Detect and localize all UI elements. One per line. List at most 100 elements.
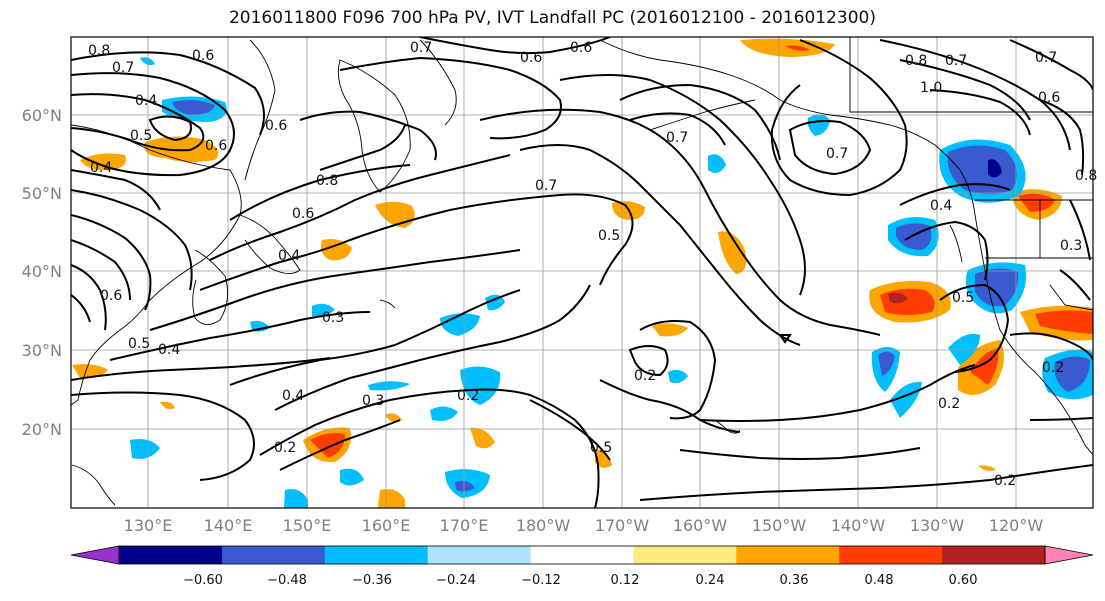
anomaly-patch bbox=[130, 439, 160, 459]
colorbar-tick-label: 0.24 bbox=[696, 573, 725, 588]
contour-label: 0.7 bbox=[945, 53, 967, 69]
lon-label: 120°W bbox=[989, 516, 1044, 535]
anomaly-patch bbox=[595, 449, 612, 468]
lat-label: 30°N bbox=[22, 341, 62, 360]
lon-label: 140°W bbox=[831, 516, 886, 535]
anomaly-patch bbox=[880, 288, 935, 315]
colorbar-segment bbox=[119, 546, 223, 564]
contour-label: 0.6 bbox=[520, 50, 542, 66]
lon-label: 170°E bbox=[440, 516, 489, 535]
anomaly-patch bbox=[785, 45, 810, 51]
contour-label: 0.2 bbox=[994, 473, 1016, 489]
anomaly-patch bbox=[430, 406, 458, 421]
coastlines bbox=[71, 37, 1093, 506]
contour-label: 0.6 bbox=[265, 118, 287, 134]
anomaly-patch bbox=[80, 153, 126, 171]
anomaly-patch bbox=[140, 57, 155, 66]
anomaly-patch bbox=[72, 364, 108, 379]
contour-label: 0.3 bbox=[322, 310, 344, 326]
lon-label: 130°W bbox=[910, 516, 965, 535]
colorbar-tick-label: 0.36 bbox=[780, 573, 809, 588]
contour-label: 0.7 bbox=[410, 40, 432, 56]
lon-label: 160°W bbox=[673, 516, 728, 535]
anomaly-patch bbox=[708, 154, 726, 174]
contour-label: 0.4 bbox=[90, 160, 112, 176]
colorbar-border bbox=[118, 545, 1046, 565]
contour-label: 0.6 bbox=[1038, 90, 1060, 106]
graticule bbox=[71, 37, 1093, 508]
pv-contours bbox=[71, 37, 1093, 508]
contour-label: 0.6 bbox=[570, 40, 592, 56]
colorbar-tick-label: −0.60 bbox=[183, 573, 223, 588]
anomaly-patch bbox=[970, 348, 999, 385]
colorbar-extend-high bbox=[1044, 545, 1094, 565]
contour-label: 0.5 bbox=[128, 336, 150, 352]
map-title: 2016011800 F096 700 hPa PV, IVT Landfall… bbox=[228, 8, 876, 28]
colorbar-segment bbox=[530, 546, 634, 564]
anomaly-patch bbox=[1035, 310, 1093, 334]
contour-label: 0.7 bbox=[1035, 50, 1057, 66]
colorbar-tick-labels: −0.60 −0.48 −0.36 −0.24 −0.12 0.12 0.24 … bbox=[183, 573, 977, 588]
colorbar-tick-label: −0.36 bbox=[352, 573, 392, 588]
colorbar-tick-label: 0.12 bbox=[611, 573, 640, 588]
colorbar-segment bbox=[324, 546, 429, 564]
anomaly-patch bbox=[988, 159, 1002, 178]
colorbar-segment bbox=[736, 546, 840, 564]
lon-label: 130°E bbox=[124, 516, 173, 535]
contour-label: 0.8 bbox=[316, 173, 338, 189]
colorbar-tick-label: −0.48 bbox=[267, 573, 307, 588]
anomaly-patch bbox=[312, 303, 335, 317]
anomaly-patch bbox=[160, 401, 175, 410]
anomaly-patch bbox=[1018, 193, 1055, 212]
anomaly-patch bbox=[284, 489, 308, 508]
lon-label: 180°W bbox=[516, 516, 571, 535]
anomaly-patch bbox=[460, 366, 501, 405]
anomaly-patch bbox=[310, 432, 345, 458]
contour-label: 0.5 bbox=[598, 228, 620, 244]
anomaly-patch bbox=[378, 489, 405, 508]
contour-label: 0.8 bbox=[88, 43, 110, 59]
contour-label: 0.2 bbox=[634, 368, 656, 384]
lat-label: 60°N bbox=[22, 106, 62, 125]
anomaly-patch bbox=[368, 381, 410, 391]
anomaly-patch bbox=[172, 100, 215, 115]
contour-label: 0.5 bbox=[952, 290, 974, 306]
colorbar-tick-label: 0.60 bbox=[949, 573, 978, 588]
contour-label: 0.3 bbox=[1060, 238, 1082, 254]
anomaly-patch bbox=[948, 333, 980, 365]
contour-label: 0.6 bbox=[100, 288, 122, 304]
contour-label: 0.8 bbox=[905, 53, 927, 69]
anomaly-patch bbox=[652, 323, 688, 337]
contour-label: 0.2 bbox=[457, 388, 479, 404]
contour-label: 0.5 bbox=[130, 128, 152, 144]
contour-label: 0.4 bbox=[135, 93, 157, 109]
contour-label: 0.4 bbox=[930, 198, 952, 214]
map-border bbox=[70, 36, 1094, 509]
anomaly-patch bbox=[1054, 356, 1090, 392]
lat-label: 40°N bbox=[22, 262, 62, 281]
lon-label: 150°E bbox=[283, 516, 332, 535]
anomaly-patch bbox=[485, 294, 505, 311]
contour-label: 0.3 bbox=[362, 393, 384, 409]
map-area bbox=[71, 37, 1093, 508]
colorbar-extend-low bbox=[70, 545, 120, 565]
colorbar-tick-label: −0.24 bbox=[436, 573, 476, 588]
colorbar-tick-label: 0.48 bbox=[865, 573, 894, 588]
colorbar-segment bbox=[427, 546, 532, 564]
anomaly-patch bbox=[878, 351, 895, 376]
anomaly-patch bbox=[807, 114, 830, 136]
colorbar-segment bbox=[942, 546, 1046, 564]
contour-label: 0.6 bbox=[192, 48, 214, 64]
contour-label: 1.0 bbox=[920, 80, 942, 96]
anomaly-patch bbox=[321, 239, 352, 261]
contour-label: 0.5 bbox=[590, 440, 612, 456]
contour-label: 0.7 bbox=[826, 146, 848, 162]
colorbar-segment bbox=[221, 546, 326, 564]
contour-label: 0.6 bbox=[292, 206, 314, 222]
contour-label: 0.4 bbox=[158, 342, 180, 358]
contour-label: 0.7 bbox=[535, 178, 557, 194]
colorbar-segment bbox=[633, 546, 737, 564]
contour-label: 0.2 bbox=[1042, 360, 1064, 376]
lat-label: 20°N bbox=[22, 420, 62, 439]
